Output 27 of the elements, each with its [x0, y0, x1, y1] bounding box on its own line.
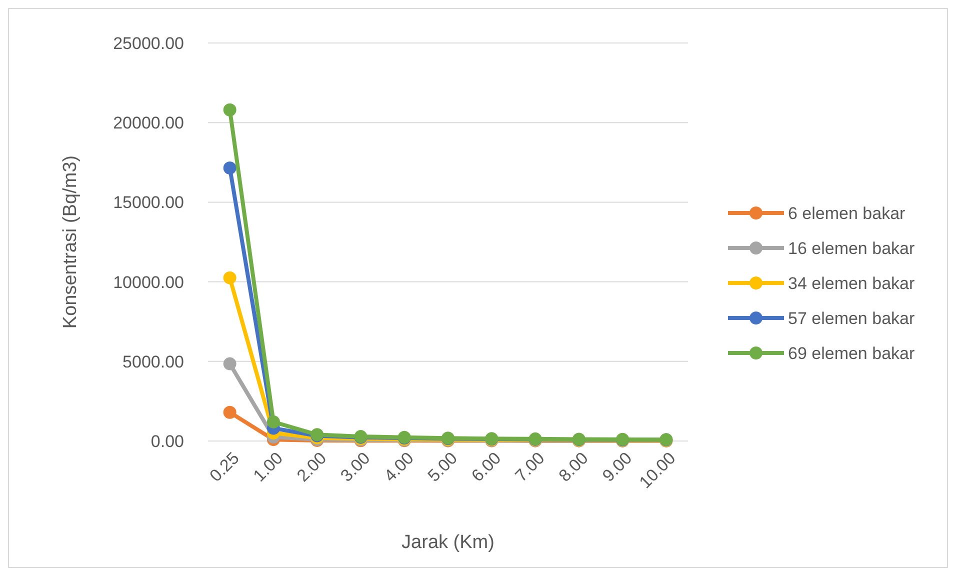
point: [223, 271, 236, 284]
legend-label: 16 elemen bakar: [788, 238, 915, 258]
y-tick-label: 15000.00: [113, 193, 184, 212]
x-tick-label: 8.00: [555, 448, 592, 486]
legend-label: 69 elemen bakar: [788, 344, 915, 363]
x-tick-label: 0.25: [206, 448, 243, 486]
y-tick-label: 0.00: [150, 432, 184, 451]
legend-label: 34 elemen bakar: [788, 274, 915, 293]
point: [223, 161, 236, 174]
y-tick-label: 25000.00: [113, 34, 184, 53]
x-tick-label: 9.00: [598, 448, 636, 486]
y-tick-label: 20000.00: [113, 114, 184, 133]
y-tick-label: 10000.00: [113, 272, 184, 292]
x-tick-label: 3.00: [336, 448, 374, 486]
x-tick-label: 7.00: [511, 448, 548, 486]
point: [266, 415, 280, 428]
x-tick-label: 5.00: [424, 448, 462, 486]
point: [223, 103, 236, 116]
point: [223, 406, 236, 419]
point: [223, 357, 236, 370]
y-axis-title: Konsentrasi (Bq/m3): [60, 155, 81, 329]
x-tick-label: 4.00: [380, 448, 418, 486]
legend-label: 57 elemen bakar: [788, 308, 915, 328]
y-tick-label: 5000.00: [122, 352, 184, 372]
legend-label: 6 elemen bakar: [788, 204, 906, 223]
x-tick-label: 6.00: [468, 448, 505, 486]
x-axis-title: Jarak (Km): [402, 532, 494, 553]
